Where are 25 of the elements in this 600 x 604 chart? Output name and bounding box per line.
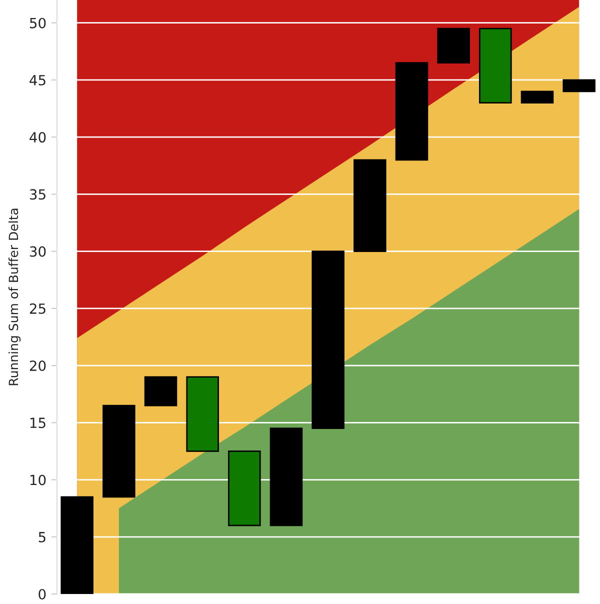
y-tick-label: 20 xyxy=(30,360,46,372)
y-tick-label: 15 xyxy=(30,418,46,428)
y-tick-label: 50 xyxy=(30,18,46,28)
bar xyxy=(312,250,344,430)
bar xyxy=(102,404,136,498)
y-tick-label: 35 xyxy=(30,189,46,200)
y-tick-label: 45 xyxy=(30,75,46,86)
y-tick-label: 5 xyxy=(38,532,46,542)
y-axis-title: Running Sum of Buffer Delta xyxy=(8,208,21,386)
bar xyxy=(395,62,428,161)
bar xyxy=(60,496,94,594)
y-tick-label: 25 xyxy=(30,303,46,314)
y-tick-label: 40 xyxy=(30,132,46,143)
y-tick-label: 0 xyxy=(38,588,46,600)
bar xyxy=(228,450,261,526)
bar xyxy=(186,376,219,452)
y-tick-label: 10 xyxy=(30,474,46,486)
bar xyxy=(354,159,386,252)
bar xyxy=(270,428,303,526)
y-tick-label: 30 xyxy=(30,246,46,257)
bar xyxy=(479,28,512,104)
bar xyxy=(562,79,596,92)
bar xyxy=(144,376,178,406)
bar xyxy=(520,90,554,104)
bar xyxy=(437,28,470,64)
